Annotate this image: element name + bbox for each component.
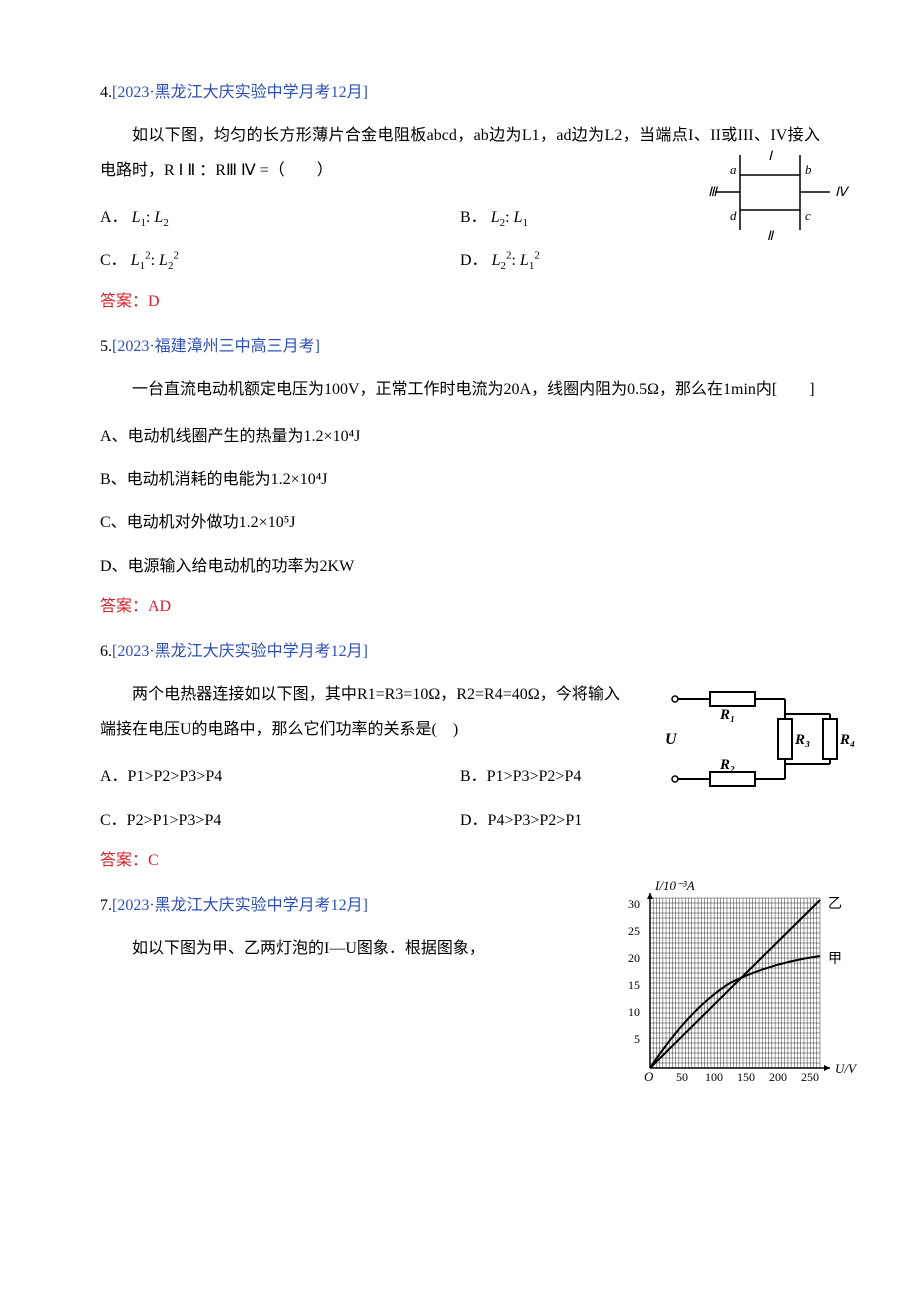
label-a: a — [730, 162, 737, 177]
q6-answer: 答案：C — [100, 848, 820, 874]
label-d: d — [730, 208, 737, 223]
q5-body: 一台直流电动机额定电压为100V，正常工作时电流为20A，线圈内阻为0.5Ω，那… — [100, 372, 820, 407]
q5-opt-d: D、电源输入给电动机的功率为2KW — [100, 549, 820, 584]
svg-text:25: 25 — [628, 924, 640, 938]
q5-opt-b: B、电动机消耗的电能为1.2×10⁴J — [100, 462, 820, 497]
label-R2: R₂ — [719, 757, 735, 773]
label-b: b — [805, 162, 812, 177]
q7-source: [2023·黑龙江大庆实验中学月考12月] — [112, 897, 368, 914]
q7-number: 7. — [100, 897, 112, 914]
label-c: c — [805, 208, 811, 223]
q5-number: 5. — [100, 338, 112, 355]
q7-figure: I/10⁻³A 5 10 15 20 25 30 50 100 150 200 — [610, 878, 860, 1102]
q6-opt-a: A．P1>P2>P3>P4 — [100, 759, 460, 794]
question-6: U R₁ R₂ R₃ R₄ 6.[2023·黑龙江大庆实验中学月考12月] 两个… — [100, 639, 820, 873]
q4-figure: Ⅰ Ⅱ Ⅲ Ⅳ a b c d — [700, 150, 860, 259]
q5-source: [2023·福建漳州三中高三月考] — [112, 338, 320, 355]
q5-header: 5.[2023·福建漳州三中高三月考] — [100, 334, 820, 360]
svg-text:200: 200 — [769, 1070, 787, 1084]
svg-text:30: 30 — [628, 897, 640, 911]
q6-source: [2023·黑龙江大庆实验中学月考12月] — [112, 643, 368, 660]
svg-text:15: 15 — [628, 978, 640, 992]
q5-opt-a: A、电动机线圈产生的热量为1.2×10⁴J — [100, 419, 820, 454]
svg-text:20: 20 — [628, 951, 640, 965]
label-R4: R₄ — [839, 732, 855, 748]
svg-text:5: 5 — [634, 1032, 640, 1046]
q7-xlabel: U/V — [835, 1061, 858, 1076]
svg-text:10: 10 — [628, 1005, 640, 1019]
q4-header: 4.[2023·黑龙江大庆实验中学月考12月] — [100, 80, 820, 106]
svg-text:50: 50 — [676, 1070, 688, 1084]
label-R1: R₁ — [719, 707, 735, 723]
q6-header: 6.[2023·黑龙江大庆实验中学月考12月] — [100, 639, 820, 665]
q7-curve-yi: 乙 — [828, 896, 842, 912]
label-U: U — [665, 731, 678, 748]
label-R3: R₃ — [794, 732, 810, 748]
q4-opt-a: A． L1: L2 — [100, 200, 460, 235]
question-7: I/10⁻³A 5 10 15 20 25 30 50 100 150 200 — [100, 893, 820, 966]
q4-source: [2023·黑龙江大庆实验中学月考12月] — [112, 84, 368, 101]
q4-opt-c: C． L12: L22 — [100, 243, 460, 278]
q5-opt-c: C、电动机对外做功1.2×10⁵J — [100, 505, 820, 540]
q6-opt-c: C．P2>P1>P3>P4 — [100, 803, 460, 838]
q6-number: 6. — [100, 643, 112, 660]
q6-figure: U R₁ R₂ R₃ R₄ — [660, 674, 860, 813]
label-II: Ⅱ — [767, 228, 775, 243]
svg-text:100: 100 — [705, 1070, 723, 1084]
q6-body: 两个电热器连接如以下图，其中R1=R3=10Ω，R2=R4=40Ω，今将输入端接… — [100, 677, 620, 747]
label-IV: Ⅳ — [835, 184, 850, 199]
question-4: Ⅰ Ⅱ Ⅲ Ⅳ a b c d 4.[2023·黑龙江大庆实验中学月考12月] … — [100, 80, 820, 314]
q7-body: 如以下图为甲、乙两灯泡的I—U图象．根据图象， — [100, 931, 620, 966]
q7-curve-jia: 甲 — [828, 952, 842, 967]
q4-number: 4. — [100, 84, 112, 101]
svg-text:150: 150 — [737, 1070, 755, 1084]
q5-answer: 答案：AD — [100, 594, 820, 620]
q4-answer: 答案：D — [100, 289, 820, 315]
label-I: Ⅰ — [768, 150, 773, 163]
svg-text:250: 250 — [801, 1070, 819, 1084]
q7-ylabel: I/10⁻³A — [654, 878, 695, 893]
svg-text:O: O — [644, 1069, 654, 1084]
question-5: 5.[2023·福建漳州三中高三月考] 一台直流电动机额定电压为100V，正常工… — [100, 334, 820, 619]
